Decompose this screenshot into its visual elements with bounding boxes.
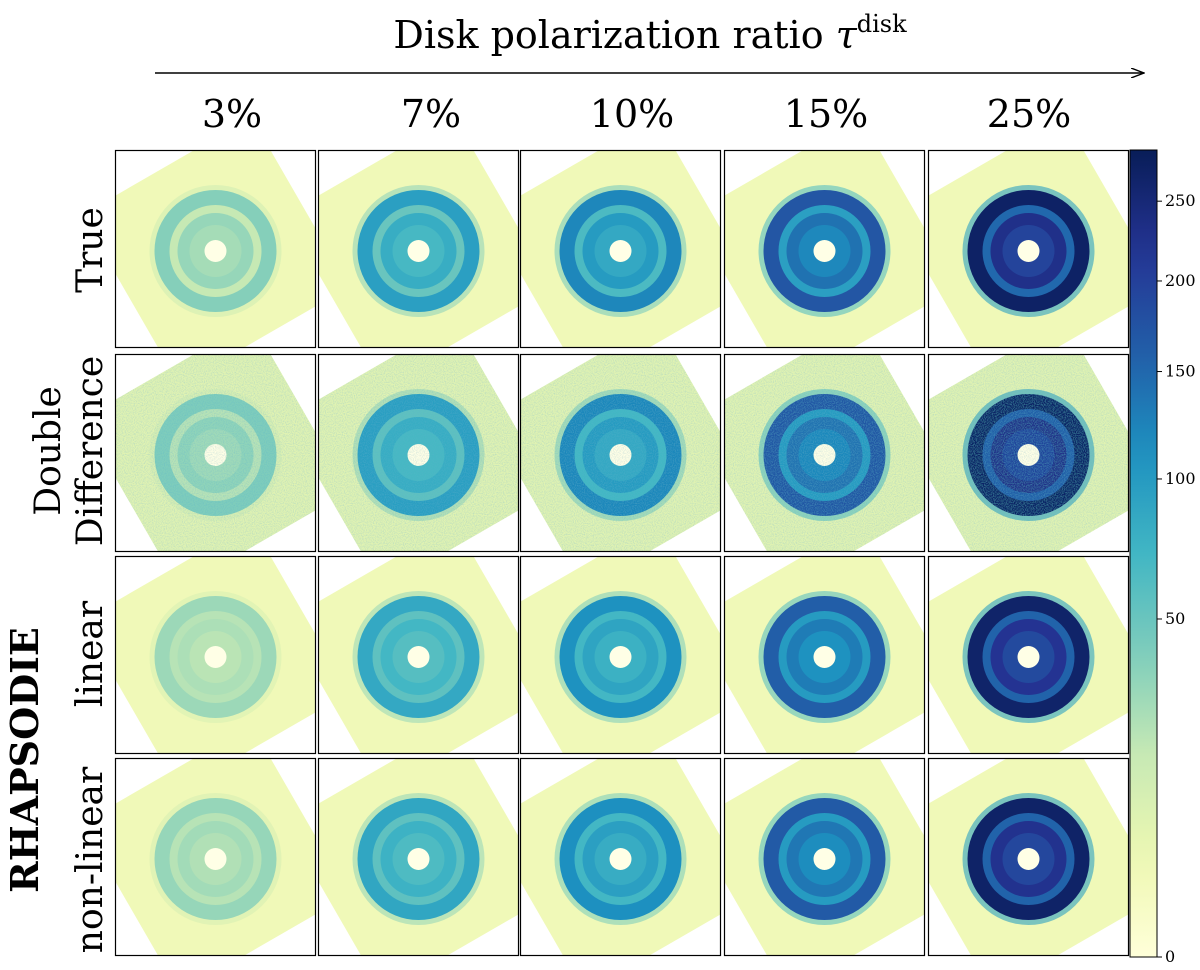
panel-frame [519,555,722,755]
panel-double-difference-3 [114,353,317,553]
central-hole [609,848,632,870]
central-hole [407,848,430,870]
row-label-linear: linear [70,600,111,707]
panel-frame [927,353,1130,553]
colorbar-tick-label: 100 [1165,469,1196,488]
colorbar-gradient [1129,149,1158,958]
panel-double-difference-10 [519,353,722,553]
panel-frame [927,149,1130,349]
panel-double-difference-25 [927,353,1130,553]
column-label-15: 15% [784,92,868,136]
panel-double-difference-15 [723,353,926,553]
panel-frame [519,757,722,957]
central-hole [204,848,227,870]
colorbar-tick-label: 200 [1165,271,1196,290]
central-hole [813,646,836,668]
panel-rhapsodie-non-linear-15 [723,757,926,957]
panel-true-3 [114,149,317,349]
central-hole [204,646,227,668]
central-hole [813,848,836,870]
column-label-10: 10% [590,92,674,136]
column-label-25: 25% [987,92,1071,136]
row-label-true: True [70,207,111,293]
central-hole [407,240,430,262]
panel-rhapsodie-linear-7 [317,555,520,755]
panel-rhapsodie-linear-3 [114,555,317,755]
row-label-non-linear: non-linear [70,766,111,953]
panel-frame [723,757,926,957]
panel-rhapsodie-non-linear-7 [317,757,520,957]
central-hole [204,240,227,262]
super-title: Disk polarization ratio τdisk [393,10,907,57]
panel-double-difference-7 [317,353,520,553]
central-hole [813,240,836,262]
central-hole [407,646,430,668]
panel-frame [317,555,520,755]
panel-frame [519,149,722,349]
panel-frame [723,353,926,553]
colorbar-tick-label: 50 [1165,609,1185,628]
colorbar-ticks: 0 50 100 150 200 250 [1157,191,1196,966]
panel-true-15 [723,149,926,349]
central-hole [609,444,632,466]
panel-frame [114,757,317,957]
row-label-double: Double [28,386,69,516]
colorbar-tick-label: 150 [1165,362,1196,381]
panel-frame [114,353,317,553]
panel-true-10 [519,149,722,349]
colorbar: 0 50 100 150 200 250 [1129,149,1196,966]
panel-rhapsodie-linear-25 [927,555,1130,755]
column-label-3: 3% [202,92,262,136]
central-hole [1017,848,1040,870]
panel-rhapsodie-non-linear-3 [114,757,317,957]
panel-rhapsodie-non-linear-25 [927,757,1130,957]
panel-frame [519,353,722,553]
panel-frame [927,757,1130,957]
panel-frame [723,555,926,755]
central-hole [1017,646,1040,668]
central-hole [609,240,632,262]
colorbar-tick-label: 0 [1165,947,1175,966]
panel-true-7 [317,149,520,349]
group-label-rhapsodie: RHAPSODIE [2,627,47,893]
panel-rhapsodie-linear-10 [519,555,722,755]
central-hole [609,646,632,668]
column-label-7: 7% [401,92,461,136]
column-labels: 3% 7% 10% 15% 25% [202,92,1071,136]
panel-rhapsodie-non-linear-10 [519,757,722,957]
central-hole [407,444,430,466]
central-hole [1017,240,1040,262]
row-labels: True Double Difference linear non-linear… [2,207,111,953]
central-hole [1017,444,1040,466]
panel-true-25 [927,149,1130,349]
panel-frame [317,353,520,553]
colorbar-tick-label: 250 [1165,191,1196,210]
panel-frame [317,149,520,349]
panel-frame [114,555,317,755]
panel-rhapsodie-linear-15 [723,555,926,755]
panel-frame [927,555,1130,755]
panel-grid [114,149,1130,957]
panel-frame [317,757,520,957]
central-hole [204,444,227,466]
panel-frame [723,149,926,349]
central-hole [813,444,836,466]
panel-frame [114,149,317,349]
row-label-difference: Difference [70,356,111,546]
